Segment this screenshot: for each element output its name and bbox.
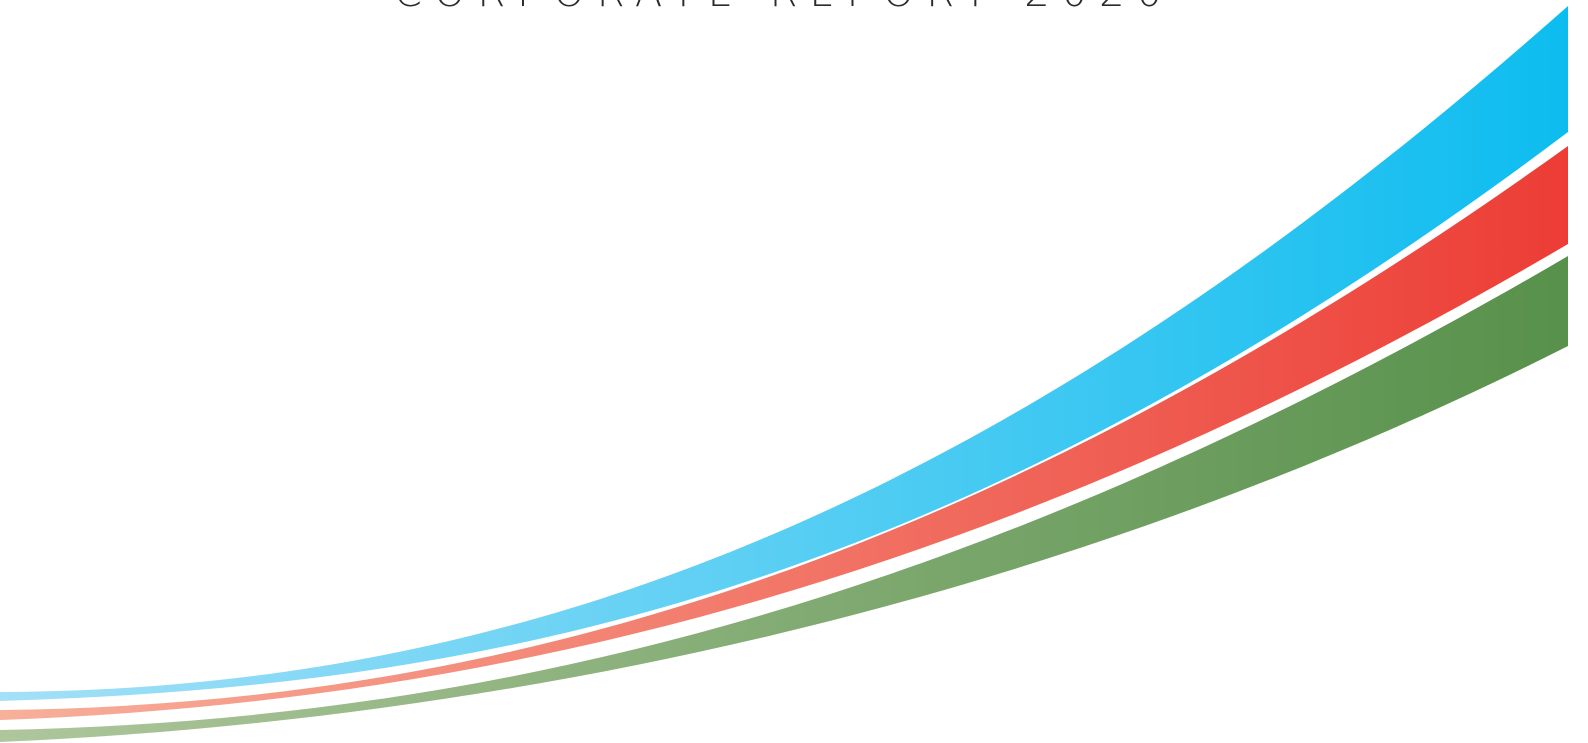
report-cover: CORPORATE REPORT 2020: [0, 0, 1588, 743]
ribbon-graphic: [0, 0, 1588, 743]
